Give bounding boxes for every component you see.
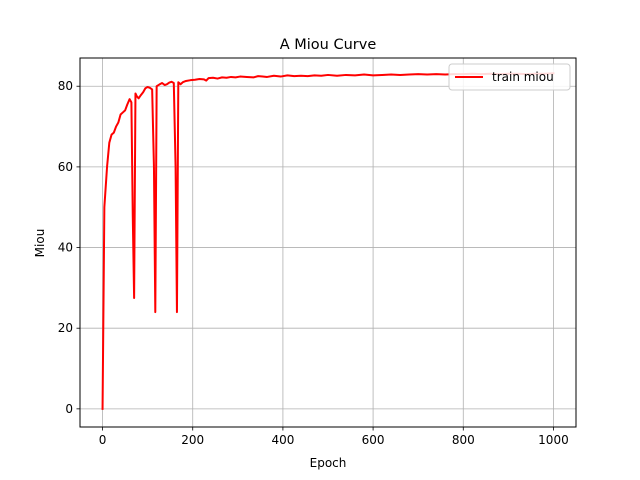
y-axis-label: Miou: [33, 229, 47, 258]
plot-area: [101, 72, 555, 410]
x-axis-label: Epoch: [310, 456, 347, 470]
y-tick-label: 20: [58, 321, 73, 335]
x-tick-label: 800: [452, 433, 475, 447]
y-tick-label: 80: [58, 79, 73, 93]
axis-ticks: 0 200 400 600 800 1000 0 20 40 60 80: [58, 79, 569, 447]
y-tick-label: 40: [58, 241, 73, 255]
x-tick-label: 0: [99, 433, 107, 447]
x-tick-label: 600: [362, 433, 385, 447]
legend-label-train-miou: train miou: [492, 70, 554, 84]
y-tick-label: 0: [65, 402, 73, 416]
legend: train miou: [448, 63, 571, 91]
x-tick-label: 400: [271, 433, 294, 447]
y-tick-label: 60: [58, 160, 73, 174]
chart-title: A Miou Curve: [280, 37, 377, 53]
series-line-train-miou: [101, 72, 555, 410]
x-tick-label: 200: [181, 433, 204, 447]
legend-box: [448, 63, 571, 91]
axes-frame: [79, 57, 577, 428]
x-tick-label: 1000: [538, 433, 569, 447]
grid-lines: [80, 58, 576, 427]
